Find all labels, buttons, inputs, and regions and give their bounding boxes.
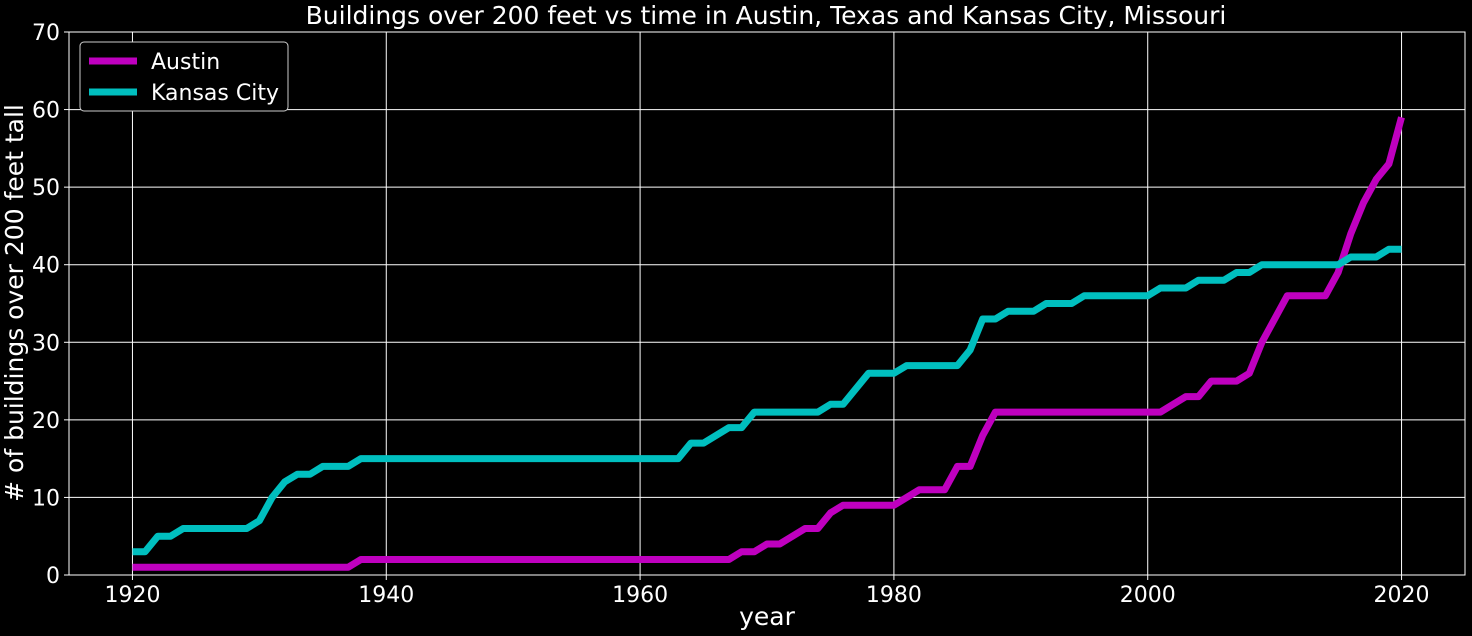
y-tick-label: 50	[32, 176, 60, 201]
legend-label: Kansas City	[151, 81, 279, 106]
y-tick-label: 20	[32, 409, 60, 434]
plot-frame	[68, 31, 1466, 576]
y-tick-label: 0	[46, 564, 60, 589]
y-tick-label: 30	[32, 331, 60, 356]
legend-label: Austin	[151, 50, 220, 75]
x-tick-label: 1980	[866, 583, 922, 608]
x-tick-label: 2000	[1120, 583, 1176, 608]
x-axis-ticks: 1920 1940 1960 1980 2000 2020	[104, 575, 1430, 608]
y-tick-label: 70	[32, 21, 60, 46]
series-line-kansas-city	[132, 245, 1402, 556]
y-axis-ticks: 0 10 20 30 40 50 60 70	[32, 21, 69, 589]
y-tick-label: 40	[32, 254, 60, 279]
x-tick-label: 2020	[1374, 583, 1430, 608]
y-axis-title: # of buildings over 200 feet tall	[0, 104, 29, 502]
chart-title: Buildings over 200 feet vs time in Austi…	[306, 1, 1227, 30]
y-tick-label: 60	[32, 99, 60, 124]
x-tick-label: 1960	[612, 583, 668, 608]
x-tick-label: 1940	[358, 583, 414, 608]
series-line-austin	[132, 116, 1405, 571]
legend: Austin Kansas City	[79, 41, 289, 112]
series-lines	[132, 116, 1405, 571]
x-tick-label: 1920	[104, 583, 160, 608]
x-axis-title: year	[739, 602, 795, 631]
y-tick-label: 10	[32, 486, 60, 511]
